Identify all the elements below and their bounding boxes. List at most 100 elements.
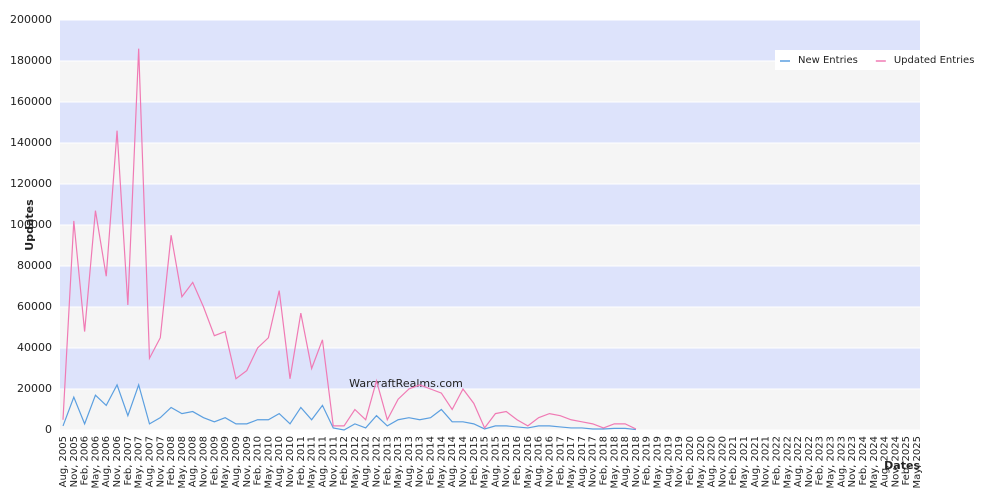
y-tick-label: 180000 <box>10 54 52 67</box>
x-tick-label: Aug, 2023 <box>836 436 847 487</box>
x-tick-label: Feb, 2015 <box>469 436 480 486</box>
y-tick-label: 60000 <box>17 300 52 313</box>
x-tick-label: May, 2023 <box>826 436 837 488</box>
x-tick-label: Aug, 2008 <box>188 436 199 487</box>
x-tick-label: Aug, 2005 <box>58 436 69 487</box>
x-tick-label: Feb, 2019 <box>642 436 653 486</box>
legend-box <box>775 50 985 70</box>
y-tick-label: 120000 <box>10 177 52 190</box>
legend: New Entries Updated Entries <box>775 50 985 70</box>
x-tick-label: May, 2011 <box>307 436 318 488</box>
x-tick-label: Feb, 2014 <box>426 436 437 486</box>
grid-band <box>60 389 920 430</box>
x-tick-label: Nov, 2010 <box>285 436 296 487</box>
x-tick-label: Nov, 2013 <box>415 436 426 487</box>
x-tick-label: May, 2014 <box>436 436 447 488</box>
legend-label: Updated Entries <box>894 55 975 66</box>
x-tick-label: Aug, 2007 <box>144 436 155 487</box>
x-tick-label: Feb, 2016 <box>512 436 523 486</box>
x-tick-label: Feb, 2023 <box>815 436 826 486</box>
x-tick-label: Feb, 2021 <box>728 436 739 486</box>
x-tick-label: Feb, 2020 <box>685 436 696 486</box>
grid-band <box>60 143 920 184</box>
grid-band <box>60 307 920 348</box>
y-tick-label: 0 <box>45 423 52 436</box>
grid-band <box>60 266 920 307</box>
x-tick-label: Feb, 2009 <box>209 436 220 486</box>
x-tick-label: May, 2012 <box>350 436 361 488</box>
x-tick-label: Aug, 2009 <box>231 436 242 487</box>
x-tick-label: May, 2019 <box>653 436 664 488</box>
y-tick-label: 40000 <box>17 341 52 354</box>
x-tick-label: Aug, 2020 <box>707 436 718 487</box>
x-tick-label: May, 2018 <box>609 436 620 488</box>
y-tick-label: 20000 <box>17 382 52 395</box>
x-tick-label: Aug, 2010 <box>274 436 285 487</box>
x-tick-label: Nov, 2016 <box>544 436 555 487</box>
y-tick-label: 200000 <box>10 13 52 26</box>
x-tick-label: Nov, 2021 <box>761 436 772 487</box>
x-tick-label: Aug, 2019 <box>663 436 674 487</box>
y-tick-label: 160000 <box>10 95 52 108</box>
x-tick-label: May, 2008 <box>177 436 188 488</box>
x-tick-label: Aug, 2015 <box>490 436 501 487</box>
x-tick-label: Nov, 2012 <box>371 436 382 487</box>
x-tick-label: Feb, 2011 <box>296 436 307 486</box>
x-tick-label: May, 2021 <box>739 436 750 488</box>
x-tick-label: Nov, 2018 <box>631 436 642 487</box>
x-tick-label: Feb, 2017 <box>555 436 566 486</box>
x-tick-label: May, 2006 <box>90 436 101 488</box>
x-tick-label: Nov, 2022 <box>804 436 815 487</box>
x-tick-label: Aug, 2022 <box>793 436 804 487</box>
x-tick-label: Aug, 2006 <box>101 436 112 487</box>
x-tick-label: Nov, 2015 <box>501 436 512 487</box>
x-tick-label: Aug, 2021 <box>750 436 761 487</box>
x-tick-label: Aug, 2014 <box>447 436 458 487</box>
x-tick-label: Feb, 2013 <box>382 436 393 486</box>
x-tick-label: May, 2016 <box>523 436 534 488</box>
x-tick-label: May, 2009 <box>220 436 231 488</box>
x-tick-label: May, 2022 <box>782 436 793 488</box>
x-tick-label: Aug, 2017 <box>577 436 588 487</box>
x-axis-label: Dates <box>884 459 920 472</box>
x-tick-label: Feb, 2012 <box>339 436 350 486</box>
x-tick-label: May, 2024 <box>869 436 880 488</box>
x-tick-label: Nov, 2006 <box>112 436 123 487</box>
x-tick-label: May, 2017 <box>566 436 577 488</box>
x-tick-label: May, 2015 <box>480 436 491 488</box>
x-tick-label: Nov, 2007 <box>155 436 166 487</box>
x-tick-label: Aug, 2012 <box>361 436 372 487</box>
legend-label: New Entries <box>798 55 858 66</box>
watermark: WarcraftRealms.com <box>349 377 463 390</box>
x-tick-label: Feb, 2024 <box>858 436 869 486</box>
x-tick-label: Feb, 2022 <box>771 436 782 486</box>
x-tick-label: May, 2013 <box>393 436 404 488</box>
grid-band <box>60 348 920 389</box>
x-tick-label: Nov, 2014 <box>458 436 469 487</box>
data-line <box>62 382 637 431</box>
x-tick-label: Aug, 2011 <box>317 436 328 487</box>
x-tick-label: Feb, 2010 <box>253 436 264 486</box>
x-tick-label: Nov, 2009 <box>242 436 253 487</box>
x-tick-label: May, 2025 <box>912 436 923 488</box>
grid-band <box>60 184 920 225</box>
x-tick-label: Feb, 2018 <box>599 436 610 486</box>
x-tick-label: May, 2020 <box>696 436 707 488</box>
x-tick-label: Feb, 2008 <box>166 436 177 486</box>
x-tick-label: Aug, 2024 <box>880 436 891 487</box>
y-axis-label: Updates <box>23 199 36 251</box>
x-tick-label: Nov, 2011 <box>328 436 339 487</box>
x-tick-label: May, 2007 <box>134 436 145 488</box>
x-tick-label: Aug, 2016 <box>534 436 545 487</box>
x-tick-label: Nov, 2017 <box>588 436 599 487</box>
x-tick-label: Feb, 2025 <box>901 436 912 486</box>
x-tick-label: Nov, 2020 <box>717 436 728 487</box>
grid-band <box>60 102 920 143</box>
x-tick-label: Nov, 2005 <box>69 436 80 487</box>
grid-band <box>60 225 920 266</box>
y-tick-label: 80000 <box>17 259 52 272</box>
x-tick-label: Feb, 2007 <box>123 436 134 486</box>
x-tick-label: Nov, 2019 <box>674 436 685 487</box>
x-tick-label: May, 2010 <box>263 436 274 488</box>
